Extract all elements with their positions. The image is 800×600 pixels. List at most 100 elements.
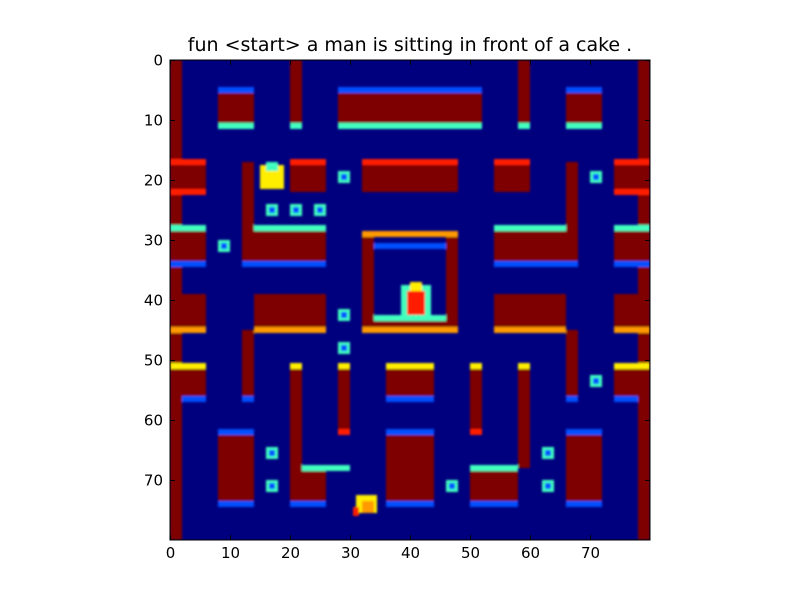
maze-wall	[386, 366, 434, 396]
ghost-body	[407, 291, 425, 315]
maze-edge	[614, 327, 650, 333]
maze-edge	[566, 396, 578, 402]
maze-image	[170, 60, 650, 540]
maze-edge	[386, 363, 434, 369]
maze-wall	[170, 294, 206, 330]
maze-edge	[386, 396, 434, 402]
maze-edge	[494, 159, 530, 165]
y-axis-tick-labels: 0 10 20 30 40 50 60 70	[144, 52, 163, 490]
y-tick-label: 0	[153, 52, 163, 70]
maze-wall	[170, 162, 206, 192]
y-tick-label: 50	[144, 352, 163, 370]
maze-wall	[566, 162, 578, 264]
maze-wall	[494, 228, 566, 264]
maze-wall	[566, 330, 578, 396]
maze-wall	[470, 366, 482, 432]
maze-wall	[518, 60, 530, 126]
maze-edge	[494, 261, 578, 267]
maze-edge	[170, 189, 206, 195]
x-tick-label: 10	[221, 544, 240, 562]
maze-edge	[614, 363, 650, 369]
pellet-core	[341, 174, 347, 180]
maze-wall	[614, 294, 650, 330]
maze-edge	[302, 465, 350, 471]
ghost-head	[410, 282, 422, 291]
maze-edge	[614, 396, 638, 402]
x-axis-tick-labels: 0 10 20 30 40 50 60 70	[166, 544, 600, 562]
maze-edge	[254, 327, 326, 333]
maze-edge	[362, 159, 458, 165]
y-tick-label: 10	[144, 112, 163, 130]
maze-edge	[566, 123, 602, 129]
maze-wall	[614, 228, 650, 264]
maze-edge	[290, 501, 326, 507]
maze-edge	[290, 123, 302, 129]
maze-edge	[182, 396, 206, 402]
maze-edge	[470, 465, 518, 471]
pellet-core	[269, 450, 275, 456]
y-tick-label: 30	[144, 232, 163, 250]
maze-edge	[614, 159, 650, 165]
y-tick-label: 60	[144, 412, 163, 430]
maze-edge	[374, 315, 446, 321]
maze-edge	[170, 363, 206, 369]
pellet-core	[545, 450, 551, 456]
maze-edge	[290, 363, 302, 369]
pellet-core	[341, 312, 347, 318]
maze-wall	[362, 162, 458, 192]
pellet-core	[545, 483, 551, 489]
maze-edge	[614, 189, 650, 195]
maze-edge	[218, 501, 254, 507]
maze-wall	[254, 294, 326, 330]
maze-wall	[218, 432, 254, 504]
maze-edge	[566, 501, 602, 507]
maze-wall	[290, 60, 302, 126]
player-sprite-edge	[353, 507, 359, 516]
maze-wall	[446, 234, 458, 330]
x-tick-label: 0	[166, 544, 176, 562]
pellet-core	[269, 207, 275, 213]
maze-edge	[518, 123, 530, 129]
maze-edge	[338, 87, 482, 93]
pellet-core	[593, 174, 599, 180]
maze-edge	[386, 501, 434, 507]
maze-edge	[494, 327, 566, 333]
maze-edge	[338, 429, 350, 435]
maze-edge	[218, 123, 254, 129]
maze-edge	[374, 243, 446, 249]
maze-edge	[170, 261, 206, 267]
y-tick-label: 20	[144, 172, 163, 190]
pellet-core	[593, 378, 599, 384]
maze-edge	[170, 225, 206, 231]
player-sprite-core	[362, 501, 374, 513]
plot-title: fun <start> a man is sitting in front of…	[187, 34, 633, 56]
maze-wall	[566, 432, 602, 504]
pellet-core	[317, 207, 323, 213]
x-tick-label: 60	[521, 544, 540, 562]
x-tick-label: 30	[341, 544, 360, 562]
maze-wall	[386, 432, 434, 504]
maze-edge	[386, 429, 434, 435]
maze-wall	[518, 366, 530, 468]
maze-edge	[614, 261, 650, 267]
y-tick-label: 40	[144, 292, 163, 310]
maze-edge	[218, 429, 254, 435]
maze-wall	[170, 366, 206, 396]
maze-wall	[614, 162, 650, 192]
pellet-core	[221, 243, 227, 249]
maze-edge	[242, 396, 254, 402]
maze-edge	[614, 225, 650, 231]
maze-edge	[470, 429, 482, 435]
pellet-core	[341, 345, 347, 351]
maze-edge	[470, 501, 518, 507]
maze-wall	[338, 366, 350, 432]
maze-edge	[362, 327, 458, 333]
maze-wall	[242, 330, 254, 396]
maze-edge	[566, 87, 602, 93]
maze-edge	[242, 261, 326, 267]
maze-wall	[494, 294, 566, 330]
maze-wall	[470, 468, 518, 504]
maze-edge	[170, 159, 206, 165]
pacman-sprite-highlight	[266, 162, 278, 171]
